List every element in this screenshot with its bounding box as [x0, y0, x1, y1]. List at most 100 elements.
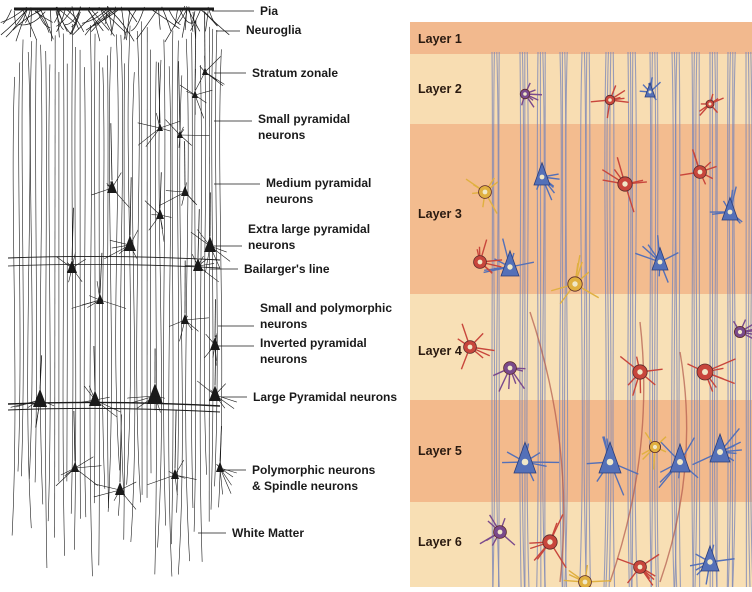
glia-fiber — [124, 8, 138, 39]
radial-fiber — [74, 47, 75, 550]
small-polymorphic-label-line: neurons — [260, 317, 308, 331]
extra-large-pyramidal-label-line: Extra large pyramidal — [248, 222, 370, 236]
radial-fiber — [90, 25, 92, 576]
radial-fiber — [169, 66, 172, 576]
stratum-zonale-label: Stratum zonale — [252, 66, 338, 80]
glia-fiber — [159, 9, 161, 30]
nucleus — [507, 264, 512, 269]
nucleus — [717, 449, 723, 455]
small-pyramidal-label-line: neurons — [258, 128, 306, 142]
radial-fiber — [35, 40, 36, 483]
small-polymorphic-label-line: Small and polymorphic — [260, 301, 392, 315]
nucleus — [707, 559, 712, 564]
nucleus — [738, 330, 742, 334]
axon-fiber — [499, 52, 500, 587]
nucleus — [498, 530, 503, 535]
apical-dendrite — [160, 172, 161, 208]
nucleus — [709, 103, 712, 106]
layer-label-2: Layer 2 — [418, 82, 462, 96]
nucleus — [702, 369, 708, 375]
dendrite — [138, 123, 160, 128]
dendrite — [180, 135, 209, 136]
apical-dendrite — [111, 123, 112, 180]
nucleus — [607, 459, 614, 466]
dendrite — [72, 268, 82, 282]
nucleus — [572, 281, 577, 286]
dendrite — [197, 230, 210, 246]
dendrite — [110, 240, 130, 245]
dendrite — [94, 484, 120, 490]
apical-dendrite — [178, 61, 180, 130]
radial-fiber — [46, 51, 47, 568]
radial-fiber — [151, 50, 152, 474]
radial-fiber — [194, 69, 196, 532]
radial-fiber — [131, 72, 135, 542]
radial-fiber — [127, 26, 131, 485]
radial-fiber — [171, 31, 173, 545]
radial-fiber — [137, 31, 141, 502]
layer-label-4: Layer 4 — [418, 344, 462, 358]
radial-fiber — [177, 40, 179, 512]
nucleus — [468, 345, 473, 350]
nucleus — [508, 366, 513, 371]
bailarger-line-label-line: Bailarger's line — [244, 262, 330, 276]
axon-fiber — [727, 52, 728, 587]
apical-dendrite — [198, 209, 199, 258]
nucleus — [523, 92, 527, 96]
golgi-neuron — [156, 209, 164, 219]
dendrite — [175, 460, 184, 475]
apical-dendrite — [175, 410, 176, 469]
dendrite — [72, 259, 86, 268]
dendrite — [196, 72, 205, 90]
layer-label-5: Layer 5 — [418, 444, 462, 458]
radial-fiber — [55, 35, 56, 537]
radial-fiber — [186, 39, 190, 561]
dendrite — [195, 95, 204, 118]
inverted-pyramidal-label-line: neurons — [260, 352, 308, 366]
radial-fiber — [142, 21, 143, 495]
nucleus — [478, 260, 483, 265]
golgi-neuron — [204, 236, 216, 252]
medium-pyramidal-label-line: Medium pyramidal — [266, 176, 371, 190]
radial-fiber — [94, 34, 95, 503]
glia-fiber — [110, 10, 134, 41]
radial-fiber — [40, 45, 43, 505]
dendrite — [210, 246, 230, 261]
golgi-neuron — [33, 389, 47, 407]
neuron-cells — [11, 12, 237, 516]
glia-fiber — [50, 8, 52, 41]
nucleus — [622, 181, 627, 186]
apical-dendrite — [100, 253, 102, 294]
radial-fiber — [215, 30, 218, 486]
glia-fiber — [131, 7, 144, 31]
radial-fiber — [99, 61, 100, 565]
stratum-zonale-label-line: Stratum zonale — [252, 66, 338, 80]
dendrite — [75, 466, 101, 468]
radial-fiber — [124, 63, 125, 539]
layer-label-3: Layer 3 — [418, 207, 462, 221]
nucleus — [547, 539, 552, 544]
axon-fiber — [632, 52, 633, 587]
nucleus — [638, 565, 643, 570]
glia-fiber — [3, 10, 11, 24]
radial-fiber — [155, 62, 157, 575]
nucleus — [698, 170, 703, 175]
polymorphic-spindle-label: Polymorphic neurons& Spindle neurons — [252, 463, 376, 493]
dendrite — [191, 232, 210, 246]
radial-fiber — [102, 67, 104, 488]
neuroglia-label-line: Neuroglia — [246, 23, 302, 37]
dendrite — [130, 230, 138, 245]
layer-label-1: Layer 1 — [418, 32, 462, 46]
radial-fiber — [107, 55, 108, 508]
radial-fiber — [200, 65, 202, 562]
nucleus — [728, 210, 733, 215]
nucleus — [583, 580, 588, 585]
